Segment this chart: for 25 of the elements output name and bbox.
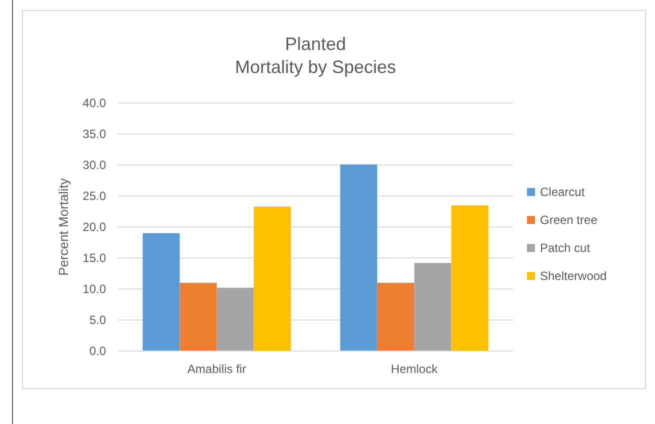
x-tick-label: Hemlock [390,362,439,376]
bar [180,282,217,351]
y-tick-label: 35.0 [82,127,106,142]
bar [142,233,180,351]
y-tick-label: 30.0 [82,158,106,172]
legend-label: Clearcut [540,185,586,200]
legend-label: Shelterwood [540,269,607,284]
y-tick-label: 0.0 [89,344,106,358]
bar [414,262,452,351]
y-tick-label: 25.0 [82,189,106,204]
x-tick-label: Amabilis fir [187,362,246,376]
bar [451,205,488,351]
legend-label: Green tree [540,213,598,228]
y-tick-label: 15.0 [82,251,106,266]
bar [377,282,414,351]
bar [254,206,291,351]
y-tick-label: 10.0 [82,282,106,296]
y-tick-label: 40.0 [82,96,106,110]
chart-title: Planted Mortality by Species [234,34,396,77]
y-tick-label: 5.0 [89,313,106,328]
bar [340,164,378,351]
bar [216,288,254,351]
y-axis-title: Percent Mortality [56,178,71,276]
y-tick-label: 20.0 [82,220,106,234]
legend-label: Patch cut [540,241,591,256]
